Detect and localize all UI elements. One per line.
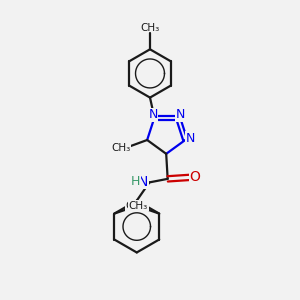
Text: N: N bbox=[138, 175, 148, 189]
Text: H: H bbox=[130, 175, 140, 188]
Text: N: N bbox=[176, 108, 185, 121]
Text: CH₃: CH₃ bbox=[129, 201, 148, 211]
Text: CH₃: CH₃ bbox=[125, 201, 145, 211]
Text: CH₃: CH₃ bbox=[111, 143, 130, 153]
Text: N: N bbox=[186, 132, 195, 145]
Text: O: O bbox=[190, 170, 200, 184]
Text: CH₃: CH₃ bbox=[140, 23, 160, 33]
Text: N: N bbox=[148, 108, 158, 121]
